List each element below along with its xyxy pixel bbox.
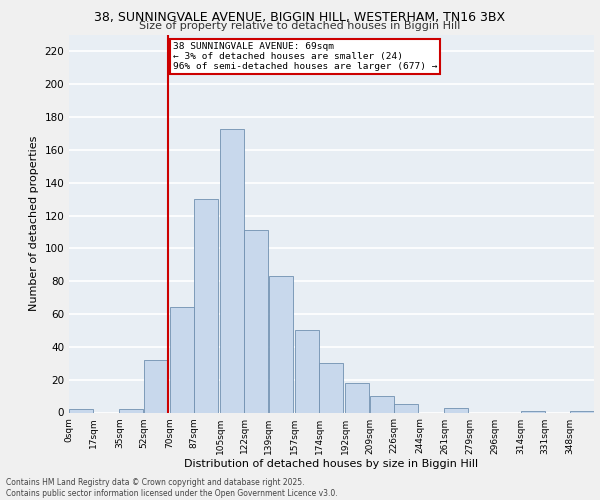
Bar	[319, 364, 343, 412]
Bar	[370, 396, 394, 412]
Bar	[119, 409, 143, 412]
Bar	[144, 360, 168, 412]
Bar	[394, 404, 418, 412]
Bar	[69, 409, 93, 412]
Text: 38, SUNNINGVALE AVENUE, BIGGIN HILL, WESTERHAM, TN16 3BX: 38, SUNNINGVALE AVENUE, BIGGIN HILL, WES…	[94, 11, 506, 24]
Bar	[569, 411, 593, 412]
Text: Size of property relative to detached houses in Biggin Hill: Size of property relative to detached ho…	[139, 21, 461, 31]
Bar	[445, 408, 469, 412]
Text: Contains HM Land Registry data © Crown copyright and database right 2025.
Contai: Contains HM Land Registry data © Crown c…	[6, 478, 338, 498]
Bar	[521, 411, 545, 412]
X-axis label: Distribution of detached houses by size in Biggin Hill: Distribution of detached houses by size …	[184, 460, 479, 469]
Bar	[220, 128, 244, 412]
Bar	[295, 330, 319, 412]
Bar	[170, 308, 194, 412]
Bar	[244, 230, 268, 412]
Text: 38 SUNNINGVALE AVENUE: 69sqm
← 3% of detached houses are smaller (24)
96% of sem: 38 SUNNINGVALE AVENUE: 69sqm ← 3% of det…	[173, 42, 437, 72]
Bar	[194, 199, 218, 412]
Y-axis label: Number of detached properties: Number of detached properties	[29, 136, 39, 312]
Bar	[269, 276, 293, 412]
Bar	[345, 383, 369, 412]
